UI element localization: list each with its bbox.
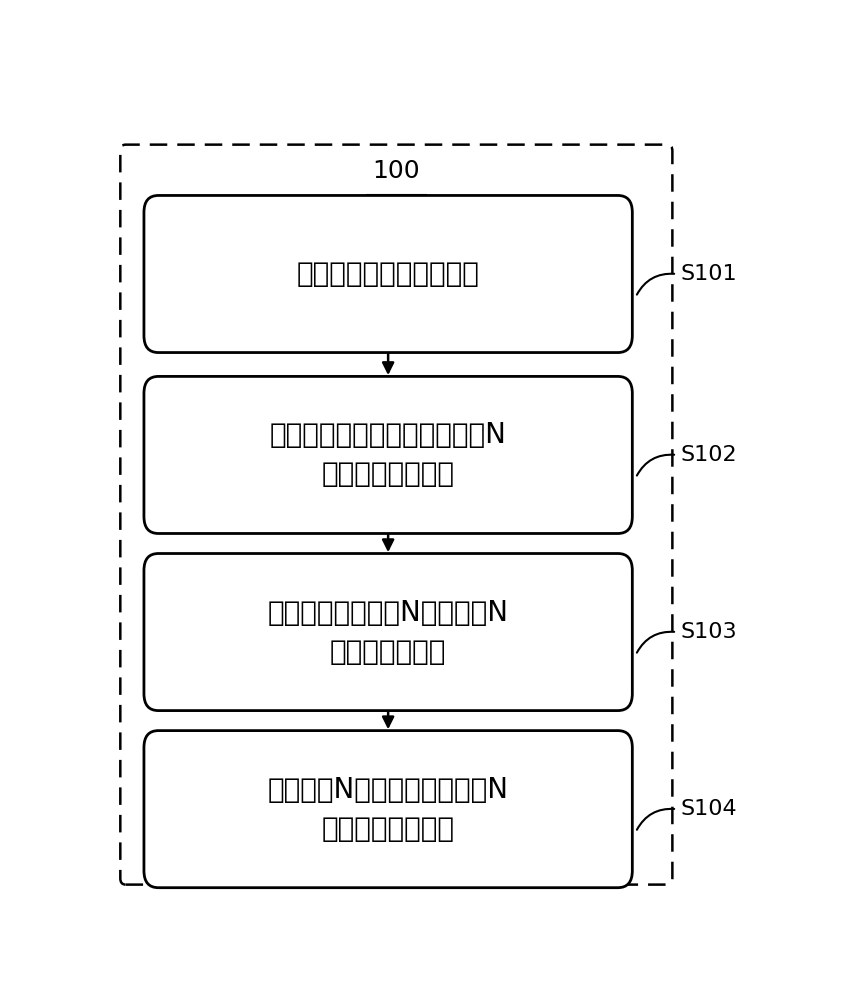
Text: 测试图像输出至显示屏幕: 测试图像输出至显示屏幕 xyxy=(296,260,479,288)
Text: S103: S103 xyxy=(680,622,737,642)
FancyBboxPatch shape xyxy=(144,376,633,533)
Text: 获得测试图像在显示屏幕上的N
个区块的亮度数据: 获得测试图像在显示屏幕上的N 个区块的亮度数据 xyxy=(269,421,507,488)
Text: S102: S102 xyxy=(680,445,737,465)
Text: 根据亮度数据获得N个区块的N
个亮度补偿系数: 根据亮度数据获得N个区块的N 个亮度补偿系数 xyxy=(268,599,509,666)
Text: S101: S101 xyxy=(680,264,737,284)
FancyBboxPatch shape xyxy=(144,554,633,711)
Text: 100: 100 xyxy=(373,158,420,182)
FancyBboxPatch shape xyxy=(144,195,633,353)
FancyBboxPatch shape xyxy=(144,731,633,888)
Text: 分组存储N个亮度补偿系数和N
个区块的对应关系: 分组存储N个亮度补偿系数和N 个区块的对应关系 xyxy=(268,776,509,843)
Text: S104: S104 xyxy=(680,799,737,819)
